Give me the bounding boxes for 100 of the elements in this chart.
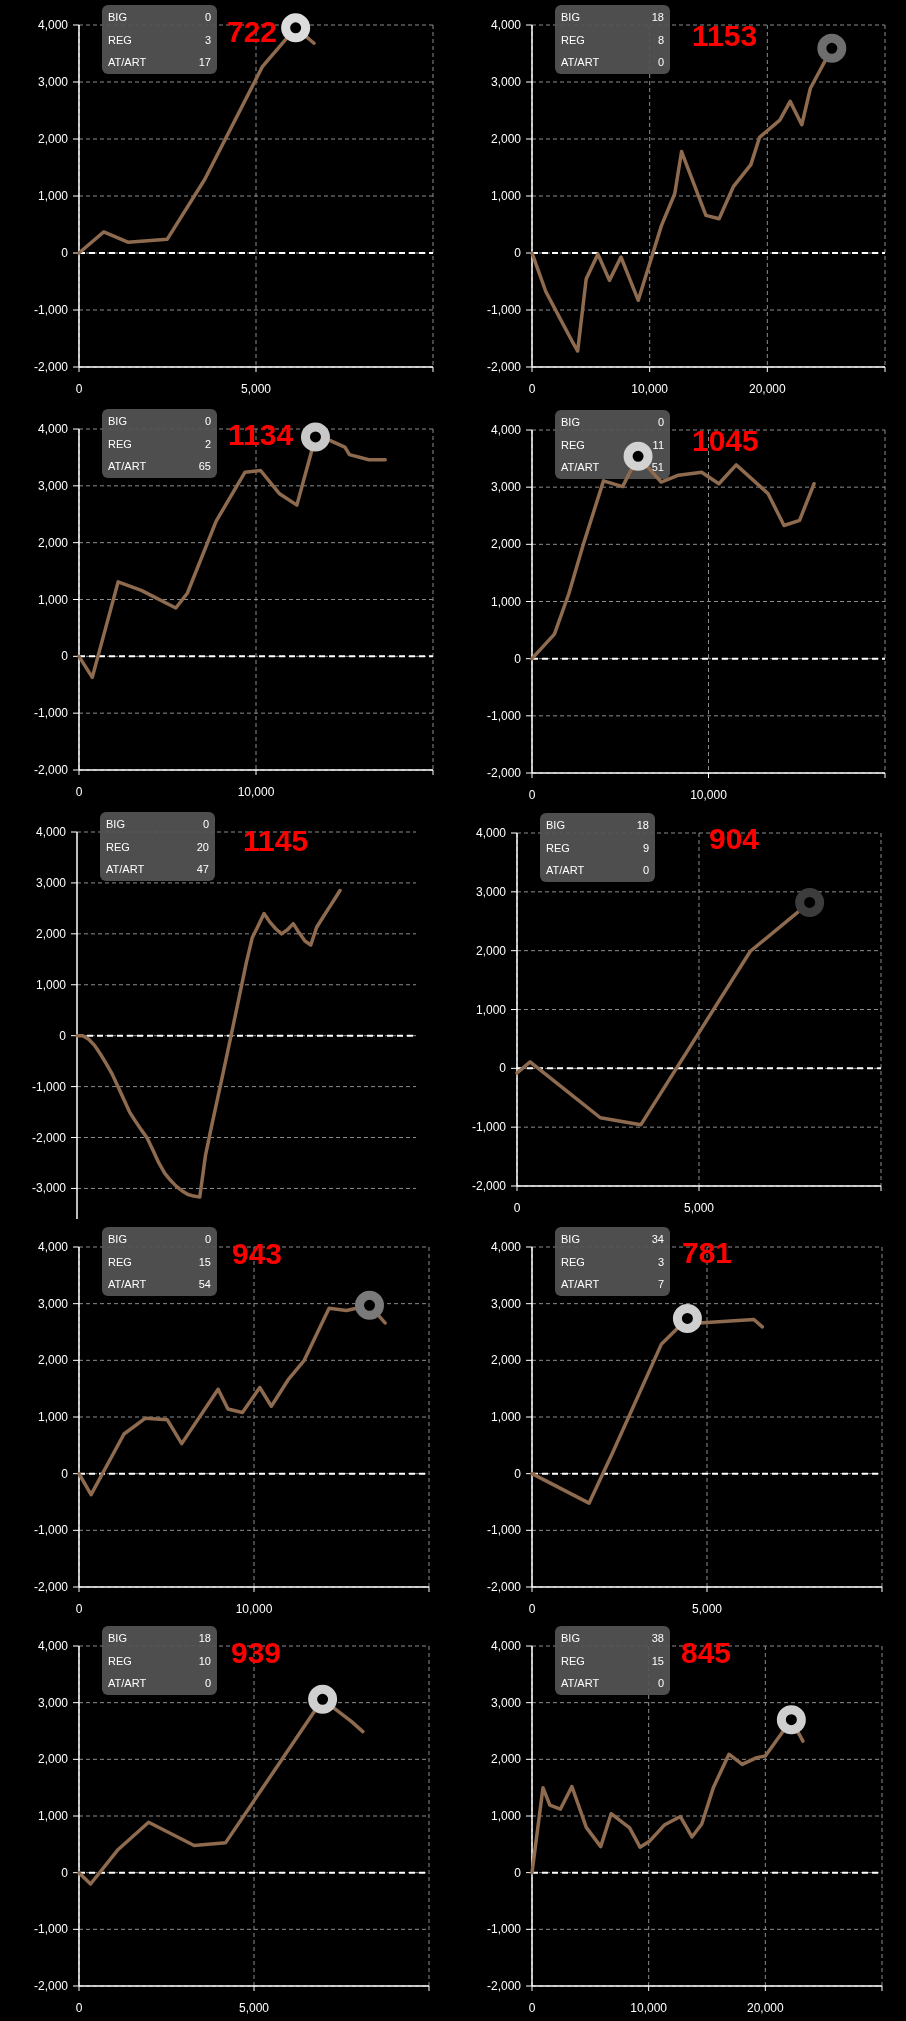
x-tick-label: 0: [528, 788, 536, 802]
y-tick-label: 2,000: [37, 535, 69, 550]
y-tick-label: 2,000: [37, 132, 69, 146]
x-tick-label: 0: [75, 382, 83, 396]
y-tick-label: 0: [499, 1061, 507, 1076]
y-tick-label: -2,000: [33, 763, 69, 777]
y-tick-label: -1,000: [486, 1523, 522, 1538]
x-tick-label: 20,000: [746, 2001, 785, 2015]
text: AT/ART 7: [561, 1278, 664, 1290]
x-tick-label: 10,000: [235, 1602, 273, 1616]
y-tick-label: 1,000: [490, 594, 522, 609]
text: REG 15: [561, 1654, 664, 1667]
x-tick-label: 5,000: [683, 1201, 715, 1215]
text: AT/ART 17: [108, 56, 211, 68]
y-tick-label: -1,000: [33, 303, 69, 317]
y-tick-label: 2,000: [490, 132, 522, 146]
x-tick-label: 10,000: [237, 785, 275, 799]
text: AT/ART 51: [561, 461, 664, 473]
chart-title: 722: [227, 15, 278, 48]
y-tick-label: -2,000: [33, 1979, 69, 1993]
y-tick-label: 3,000: [490, 1695, 522, 1710]
y-tick-label: 4,000: [490, 423, 522, 437]
y-tick-label: -3,000: [31, 1181, 67, 1196]
y-tick-label: 1,000: [490, 1809, 522, 1823]
y-tick-label: 2,000: [490, 1353, 522, 1368]
chart-title: 1134: [228, 418, 294, 451]
y-tick-label: -2,000: [486, 360, 522, 374]
chart-title: 943: [232, 1237, 283, 1270]
y-tick-label: -2,000: [486, 766, 522, 780]
y-tick-label: -2,000: [486, 1580, 522, 1594]
text: REG 3: [561, 1255, 664, 1268]
y-tick-label: 0: [514, 651, 522, 666]
y-tick-label: 0: [514, 246, 522, 260]
y-tick-label: 3,000: [490, 1296, 522, 1311]
y-tick-label: 2,000: [37, 1752, 69, 1767]
x-tick-label: 10,000: [630, 2001, 668, 2015]
y-tick-label: -1,000: [31, 1079, 67, 1094]
y-tick-label: 1,000: [37, 189, 69, 203]
text: BIG 18: [108, 1632, 211, 1644]
y-tick-label: 3,000: [490, 75, 522, 89]
text: REG 11: [561, 438, 664, 451]
y-tick-label: -2,000: [486, 1979, 522, 1993]
x-tick-label: 5,000: [240, 382, 272, 396]
y-tick-label: 4,000: [37, 1240, 69, 1254]
x-tick-label: 0: [528, 382, 536, 396]
text: BIG 38: [561, 1632, 664, 1644]
y-tick-label: -1,000: [33, 706, 69, 721]
y-tick-label: 0: [61, 1466, 69, 1481]
y-tick-label: 3,000: [37, 1695, 69, 1710]
y-tick-label: 2,000: [475, 943, 507, 958]
y-tick-label: 1,000: [37, 1410, 69, 1424]
text: REG 2: [108, 437, 211, 450]
y-tick-label: -2,000: [33, 360, 69, 374]
chart-title: 1145: [243, 824, 309, 857]
text: BIG 18: [546, 819, 649, 831]
y-tick-label: 2,000: [35, 926, 67, 941]
line-series: [75, 888, 342, 1199]
y-tick-label: 0: [61, 649, 69, 664]
x-tick-label: 5,000: [238, 2001, 270, 2015]
y-tick-label: -1,000: [33, 1922, 69, 1937]
y-tick-label: 1,000: [475, 1002, 507, 1017]
chart-title: 1153: [692, 19, 758, 52]
chart-title: 939: [231, 1636, 282, 1669]
y-tick-label: 1,000: [35, 977, 67, 992]
text: AT/ART 0: [561, 1677, 664, 1689]
chart-title: 781: [682, 1236, 733, 1269]
y-tick-label: 4,000: [37, 422, 69, 436]
text: AT/ART 0: [546, 864, 649, 876]
y-tick-label: 4,000: [490, 1240, 522, 1254]
text: REG 10: [108, 1654, 211, 1667]
y-tick-label: 1,000: [37, 592, 69, 607]
chart-title: 845: [681, 1636, 732, 1669]
text: AT/ART 54: [108, 1278, 211, 1290]
y-tick-label: -1,000: [486, 708, 522, 723]
text: BIG 0: [108, 11, 211, 23]
text: BIG 0: [561, 416, 664, 428]
y-tick-label: 1,000: [490, 189, 522, 203]
y-tick-label: 2,000: [490, 537, 522, 552]
x-tick-label: 10,000: [690, 788, 728, 802]
y-tick-label: 4,000: [475, 826, 507, 840]
text: AT/ART 47: [106, 863, 209, 875]
text: BIG 18: [561, 11, 664, 23]
x-tick-label: 0: [528, 1602, 536, 1616]
y-tick-label: 0: [61, 246, 69, 260]
y-tick-label: 3,000: [37, 478, 69, 493]
y-tick-label: 4,000: [35, 825, 67, 839]
line-series: [530, 1316, 765, 1505]
y-tick-label: 3,000: [490, 480, 522, 495]
y-tick-label: 4,000: [490, 18, 522, 32]
x-tick-label: 10,000: [631, 382, 669, 396]
y-tick-label: 3,000: [35, 875, 67, 890]
y-tick-label: -1,000: [486, 1922, 522, 1937]
y-tick-label: 4,000: [37, 18, 69, 32]
y-tick-label: 1,000: [490, 1410, 522, 1424]
y-tick-label: 2,000: [490, 1752, 522, 1767]
text: BIG 0: [108, 1233, 211, 1245]
y-tick-label: 3,000: [475, 884, 507, 899]
y-tick-label: 4,000: [490, 1639, 522, 1653]
line-series: [77, 1303, 387, 1497]
y-tick-label: -1,000: [471, 1120, 507, 1135]
